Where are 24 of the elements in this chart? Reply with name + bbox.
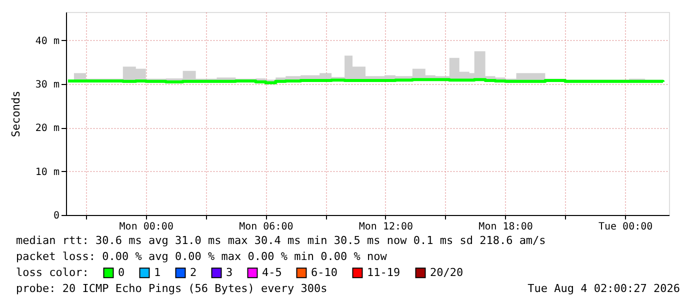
- y-tick-label: 40 m: [35, 36, 60, 47]
- text: probe: 20 ICMP Echo Pings (56 Bytes) every 300s: [16, 282, 328, 295]
- legend-label: 1: [154, 266, 161, 279]
- x-tick-label: Tue 00:00: [598, 222, 653, 232]
- text: packet loss: 0.00 % avg 0.00 % max 0.00 % min 0.00 % now: [16, 250, 388, 263]
- y-tick-label: 10 m: [35, 166, 60, 178]
- legend-title: loss color:: [16, 266, 89, 279]
- legend-label: 2: [190, 266, 197, 279]
- legend-label: 20/20: [430, 266, 464, 279]
- x-tick-label: Mon 18:00: [478, 222, 533, 232]
- legend-label: 3: [226, 266, 233, 279]
- y-tick-label: 20 m: [35, 123, 60, 134]
- legend-label: 6-10: [311, 266, 338, 279]
- text: median rtt: 30.6 ms avg 31.0 ms max 30.4 ms min 30.5 ms now 0.1 ms sd 218.6 am/s: [16, 234, 546, 247]
- legend-label: 4-5: [262, 266, 282, 279]
- y-tick-label: 0: [53, 210, 60, 222]
- y-tick-label: 30 m: [35, 80, 60, 91]
- x-tick-label: Mon 12:00: [358, 222, 414, 232]
- y-axis-title: Seconds: [9, 90, 22, 138]
- x-tick-label: Mon 00:00: [119, 222, 174, 232]
- x-tick-label: Mon 06:00: [239, 222, 294, 232]
- legend-label: 11-19: [367, 266, 400, 279]
- legend-label: 0: [118, 266, 125, 279]
- text: Tue Aug 4 02:00:27 2026: [528, 282, 680, 295]
